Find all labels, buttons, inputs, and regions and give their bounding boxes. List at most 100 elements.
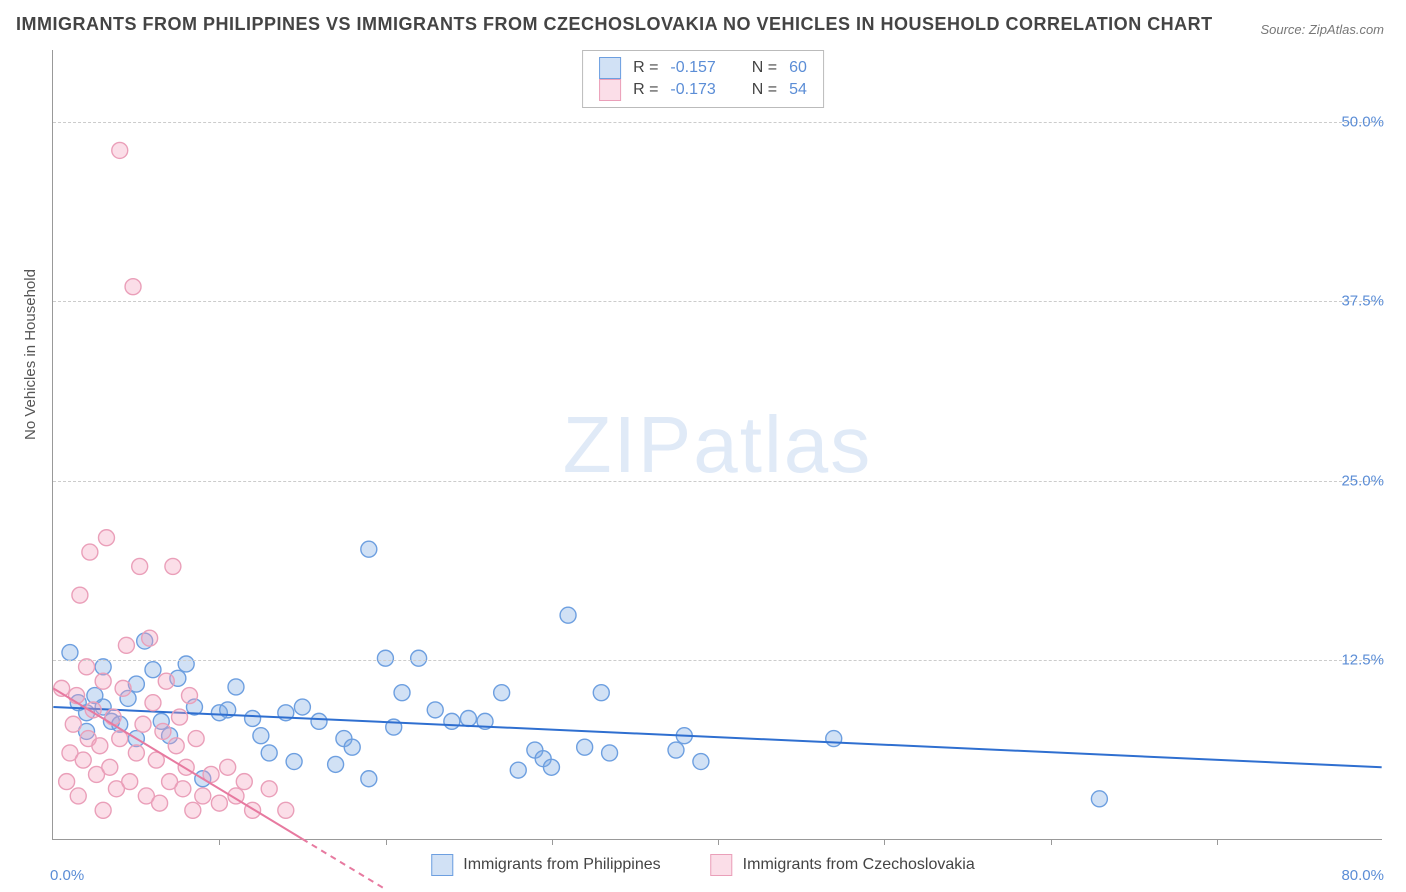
data-point — [543, 759, 559, 775]
data-point — [118, 637, 134, 653]
data-point — [577, 739, 593, 755]
r-label: R = — [633, 81, 658, 99]
data-point — [172, 709, 188, 725]
data-point — [122, 774, 138, 790]
data-point — [261, 781, 277, 797]
legend-label-1: Immigrants from Philippines — [463, 856, 660, 874]
stats-legend-box: R = -0.157 N = 60 R = -0.173 N = 54 — [582, 50, 824, 108]
data-point — [377, 650, 393, 666]
data-point — [155, 723, 171, 739]
r-value-series-1: -0.157 — [670, 59, 715, 77]
x-tick-min: 0.0% — [50, 867, 84, 884]
data-point — [188, 731, 204, 747]
data-point — [95, 802, 111, 818]
data-point — [220, 759, 236, 775]
data-point — [560, 607, 576, 623]
data-point — [65, 716, 81, 732]
data-point — [125, 279, 141, 295]
stats-row-series-1: R = -0.157 N = 60 — [599, 57, 807, 79]
data-point — [70, 788, 86, 804]
data-point — [460, 711, 476, 727]
legend-label-2: Immigrants from Czechoslovakia — [743, 856, 975, 874]
data-point — [195, 788, 211, 804]
data-point — [112, 142, 128, 158]
chart-title: IMMIGRANTS FROM PHILIPPINES VS IMMIGRANT… — [16, 14, 1213, 35]
r-label: R = — [633, 59, 658, 77]
data-point — [62, 645, 78, 661]
data-point — [211, 795, 227, 811]
y-tick-label: 12.5% — [1341, 652, 1384, 669]
data-point — [236, 774, 252, 790]
gridline-h — [53, 122, 1382, 123]
y-tick-label: 25.0% — [1341, 472, 1384, 489]
data-point — [128, 745, 144, 761]
data-point — [72, 587, 88, 603]
data-point — [444, 713, 460, 729]
data-point — [95, 673, 111, 689]
data-point — [145, 695, 161, 711]
data-point — [328, 756, 344, 772]
data-point — [361, 541, 377, 557]
data-point — [510, 762, 526, 778]
gridline-h — [53, 481, 1382, 482]
data-point — [427, 702, 443, 718]
data-point — [294, 699, 310, 715]
data-point — [82, 544, 98, 560]
data-point — [494, 685, 510, 701]
data-point — [668, 742, 684, 758]
legend-swatch-2 — [711, 854, 733, 876]
legend-item-1: Immigrants from Philippines — [431, 854, 660, 876]
data-point — [394, 685, 410, 701]
data-point — [253, 728, 269, 744]
data-point — [344, 739, 360, 755]
series-legend: Immigrants from Philippines Immigrants f… — [431, 854, 974, 876]
scatter-svg — [53, 50, 1382, 839]
data-point — [102, 759, 118, 775]
n-value-series-2: 54 — [789, 81, 807, 99]
data-point — [1091, 791, 1107, 807]
data-point — [158, 673, 174, 689]
data-point — [245, 711, 261, 727]
r-value-series-2: -0.173 — [670, 81, 715, 99]
y-tick-label: 50.0% — [1341, 113, 1384, 130]
gridline-h — [53, 660, 1382, 661]
gridline-h — [53, 301, 1382, 302]
data-point — [152, 795, 168, 811]
data-point — [593, 685, 609, 701]
n-label: N = — [752, 81, 777, 99]
legend-item-2: Immigrants from Czechoslovakia — [711, 854, 975, 876]
data-point — [75, 752, 91, 768]
data-point — [182, 688, 198, 704]
data-point — [98, 530, 114, 546]
x-tick-max: 80.0% — [1341, 867, 1384, 884]
chart-plot-area: ZIPatlas — [52, 50, 1382, 840]
data-point — [168, 738, 184, 754]
data-point — [92, 738, 108, 754]
data-point — [175, 781, 191, 797]
data-point — [693, 754, 709, 770]
n-label: N = — [752, 59, 777, 77]
stats-row-series-2: R = -0.173 N = 54 — [599, 79, 807, 101]
swatch-series-2 — [599, 79, 621, 101]
data-point — [826, 731, 842, 747]
data-point — [69, 688, 85, 704]
data-point — [228, 679, 244, 695]
data-point — [132, 558, 148, 574]
data-point — [165, 558, 181, 574]
data-point — [59, 774, 75, 790]
trend-line-extrapolated — [302, 839, 385, 889]
y-tick-label: 37.5% — [1341, 293, 1384, 310]
data-point — [361, 771, 377, 787]
data-point — [142, 630, 158, 646]
data-point — [178, 656, 194, 672]
y-axis-label: No Vehicles in Household — [22, 269, 39, 440]
data-point — [261, 745, 277, 761]
data-point — [185, 802, 201, 818]
data-point — [278, 802, 294, 818]
data-point — [602, 745, 618, 761]
data-point — [411, 650, 427, 666]
data-point — [286, 754, 302, 770]
swatch-series-1 — [599, 57, 621, 79]
source-attribution: Source: ZipAtlas.com — [1260, 22, 1384, 37]
data-point — [135, 716, 151, 732]
